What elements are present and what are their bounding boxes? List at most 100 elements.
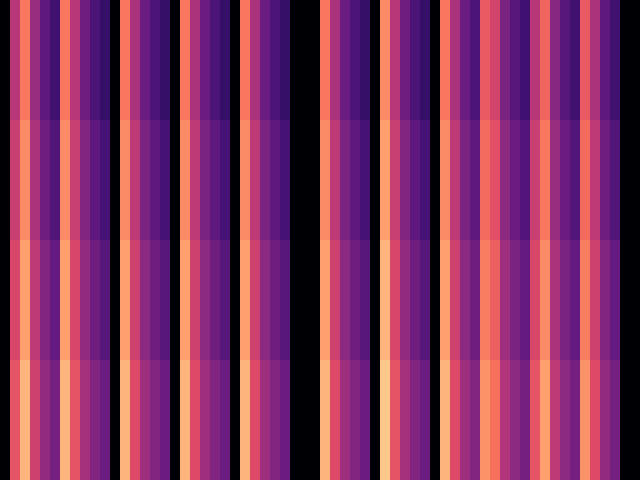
cell: [430, 360, 441, 480]
cell: [370, 0, 381, 121]
cell: [480, 0, 491, 121]
cell: [20, 360, 31, 480]
cell: [630, 240, 640, 361]
cell: [560, 0, 571, 121]
cell: [400, 240, 411, 361]
cell: [60, 0, 71, 121]
cell: [100, 240, 111, 361]
cell: [160, 240, 171, 361]
cell: [130, 120, 141, 241]
cell: [50, 0, 61, 121]
cell: [20, 0, 31, 121]
cell: [440, 360, 451, 480]
cell: [110, 0, 121, 121]
cell: [540, 120, 551, 241]
cell: [550, 360, 561, 480]
cell: [210, 0, 221, 121]
cell: [150, 0, 161, 121]
cell: [120, 120, 131, 241]
cell: [230, 0, 241, 121]
cell: [390, 240, 401, 361]
cell: [560, 120, 571, 241]
cell: [420, 360, 431, 480]
cell: [470, 120, 481, 241]
cell: [610, 360, 621, 480]
cell: [220, 0, 231, 121]
cell: [230, 240, 241, 361]
cell: [210, 120, 221, 241]
cell: [500, 0, 511, 121]
cell: [550, 120, 561, 241]
cell: [170, 120, 181, 241]
cell: [470, 360, 481, 480]
cell: [520, 120, 531, 241]
cell: [430, 240, 441, 361]
cell: [290, 360, 301, 480]
cell: [250, 0, 261, 121]
cell: [530, 120, 541, 241]
spectrogram: [0, 0, 640, 480]
cell: [490, 360, 501, 480]
cell: [10, 120, 21, 241]
cell: [340, 0, 351, 121]
cell: [330, 360, 341, 480]
cell: [460, 360, 471, 480]
cell: [560, 360, 571, 480]
cell: [480, 240, 491, 361]
cell: [200, 360, 211, 480]
cell: [420, 0, 431, 121]
cell: [270, 0, 281, 121]
cell: [580, 240, 591, 361]
cell: [520, 240, 531, 361]
cell: [510, 360, 521, 480]
cell: [50, 120, 61, 241]
cell: [530, 360, 541, 480]
cell: [80, 240, 91, 361]
cell: [60, 240, 71, 361]
cell: [400, 120, 411, 241]
cell: [60, 120, 71, 241]
cell: [410, 120, 421, 241]
cell: [180, 0, 191, 121]
cell: [110, 120, 121, 241]
cell: [0, 0, 11, 121]
cell: [300, 120, 311, 241]
cell: [450, 0, 461, 121]
cell: [370, 240, 381, 361]
cell: [590, 360, 601, 480]
cell: [250, 120, 261, 241]
cell: [350, 0, 361, 121]
cell: [310, 120, 321, 241]
cell: [80, 0, 91, 121]
cell: [30, 120, 41, 241]
cell: [140, 120, 151, 241]
cell: [10, 360, 21, 480]
cell: [510, 240, 521, 361]
cell: [570, 240, 581, 361]
cell: [580, 360, 591, 480]
cell: [200, 0, 211, 121]
background: [0, 0, 640, 480]
cell: [40, 240, 51, 361]
cell: [380, 360, 391, 480]
cell: [380, 120, 391, 241]
cell: [90, 0, 101, 121]
cell: [290, 0, 301, 121]
cell: [410, 240, 421, 361]
cell: [400, 360, 411, 480]
cell: [470, 0, 481, 121]
cell: [170, 360, 181, 480]
cell: [430, 120, 441, 241]
cell: [600, 240, 611, 361]
cell: [40, 0, 51, 121]
cell: [510, 0, 521, 121]
cell: [230, 120, 241, 241]
cell: [90, 360, 101, 480]
cell: [140, 240, 151, 361]
cell: [590, 240, 601, 361]
cell: [40, 360, 51, 480]
cell: [450, 360, 461, 480]
cell: [390, 120, 401, 241]
cell: [550, 240, 561, 361]
cell: [630, 360, 640, 480]
